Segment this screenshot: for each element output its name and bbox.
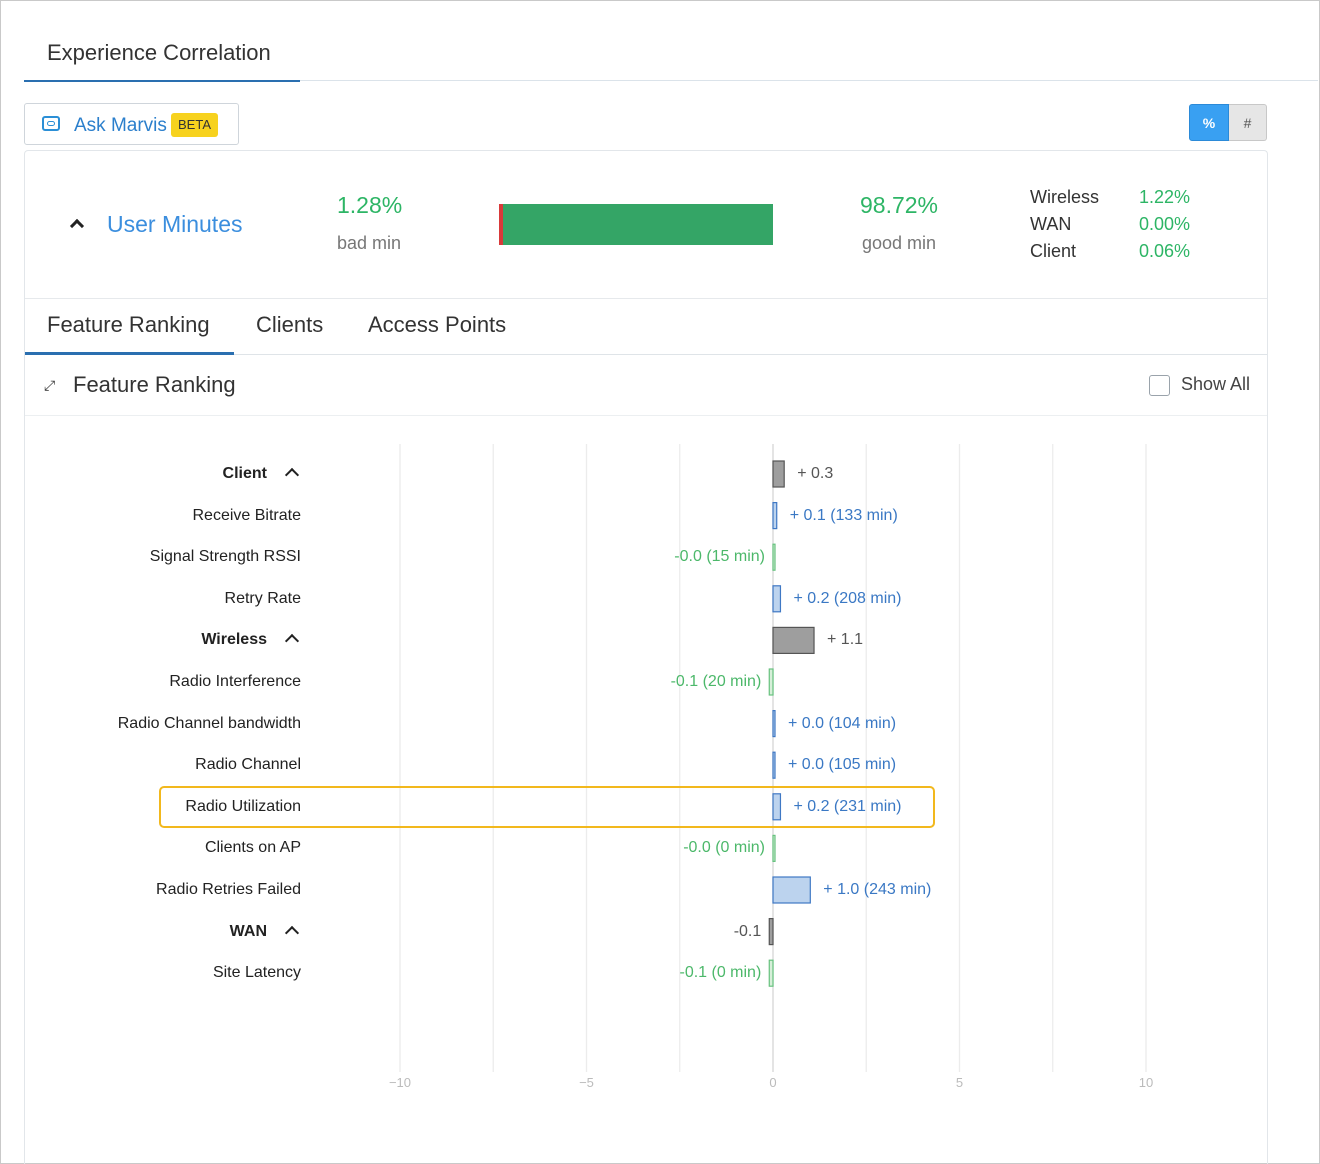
sle-panel (24, 150, 1268, 1164)
group-label[interactable]: WAN (229, 922, 267, 940)
metric-label[interactable]: User Minutes (107, 211, 243, 237)
bar[interactable] (772, 793, 782, 821)
breakdown-label-wireless: Wireless (1030, 187, 1100, 207)
feature-label: Site Latency (212, 964, 301, 982)
breakdown-label-wan: WAN (1030, 214, 1072, 234)
bar[interactable] (772, 876, 811, 904)
bad-label: bad min (337, 233, 402, 253)
x-tick-label: −10 (388, 1075, 412, 1090)
bar-value-label: + 1.1 (827, 631, 864, 649)
feature-ranking-title: Feature Ranking (73, 372, 236, 397)
breakdown-value-wan: 0.00% (1139, 214, 1191, 234)
bar[interactable] (772, 543, 776, 571)
tab-access-points[interactable]: Access Points (368, 312, 507, 337)
expand-icon[interactable]: ⤢ (44, 377, 56, 393)
bar-value-label: + 0.2 (231 min) (793, 797, 902, 815)
feature-label: Retry Rate (224, 589, 301, 607)
section-rule (25, 415, 1267, 416)
bar-value-label: -0.1 (0 min) (679, 964, 762, 982)
bar[interactable] (768, 668, 774, 696)
bar[interactable] (772, 751, 776, 779)
bar-value-label: + 0.3 (797, 465, 834, 482)
bar-value-label: -0.1 (20 min) (670, 673, 762, 690)
bar-value-label: -0.0 (0 min) (683, 839, 765, 857)
title-rule (300, 80, 1318, 81)
panel-divider (25, 298, 1267, 299)
feature-label: Radio Utilization (185, 797, 301, 815)
tab-clients[interactable]: Clients (256, 312, 324, 337)
bar[interactable] (768, 959, 774, 987)
tab-rule (25, 354, 1267, 355)
bar[interactable] (772, 709, 776, 738)
beta-badge: BETA (171, 113, 218, 137)
ask-marvis-button[interactable]: Ask Marvis BETA (24, 103, 239, 145)
ask-marvis-label: Ask Marvis (74, 115, 167, 136)
x-tick-label: −5 (579, 1075, 594, 1090)
bad-percent: 1.28% (337, 192, 403, 218)
percent-toggle-button[interactable]: % (1189, 104, 1229, 141)
sle-bar-good (499, 204, 773, 245)
active-tab-underline (25, 352, 234, 355)
x-tick-label: 10 (1138, 1075, 1154, 1090)
good-percent: 98.72% (860, 192, 939, 218)
bar-value-label: + 0.0 (104 min) (788, 714, 897, 732)
unit-toggle: % # (1189, 104, 1267, 141)
feature-label: Clients on AP (204, 839, 301, 857)
good-label: good min (862, 233, 937, 253)
bar-value-label: + 0.1 (133 min) (789, 506, 898, 524)
group-label[interactable]: Wireless (201, 631, 267, 649)
bar-value-label: -0.0 (15 min) (674, 548, 765, 566)
count-toggle-button[interactable]: # (1229, 104, 1267, 141)
feature-label: Radio Interference (169, 673, 301, 690)
tab-feature-ranking[interactable]: Feature Ranking (47, 312, 210, 337)
x-tick-label: 0 (769, 1075, 777, 1090)
breakdown-value-client: 0.06% (1139, 241, 1191, 261)
feature-label: Radio Channel bandwidth (117, 714, 301, 732)
breakdown-value-wireless: 1.22% (1139, 187, 1191, 207)
x-tick-label: 5 (955, 1075, 964, 1090)
title-underline (24, 80, 300, 82)
bar[interactable] (772, 585, 782, 613)
show-all-label[interactable]: Show All (1181, 374, 1251, 394)
feature-label: Radio Channel (195, 756, 301, 774)
bar-value-label: + 0.2 (208 min) (793, 589, 902, 607)
highlight-box (159, 786, 935, 828)
bar[interactable] (772, 460, 785, 488)
group-label[interactable]: Client (222, 465, 267, 482)
feature-label: Signal Strength RSSI (149, 548, 301, 566)
feature-label: Radio Retries Failed (156, 881, 301, 898)
marvis-chat-icon (42, 116, 60, 131)
bar[interactable] (772, 502, 778, 530)
show-all-checkbox[interactable] (1149, 375, 1170, 396)
page-title: Experience Correlation (47, 40, 271, 65)
bar-value-label: + 0.0 (105 min) (788, 756, 897, 774)
bar-value-label: -0.1 (733, 922, 762, 940)
bar[interactable] (768, 917, 774, 946)
feature-label: Receive Bitrate (192, 506, 302, 524)
bar[interactable] (772, 834, 776, 863)
bar-value-label: + 1.0 (243 min) (823, 881, 932, 898)
breakdown-label-client: Client (1030, 241, 1077, 261)
sle-bar-bad (499, 204, 503, 245)
bar[interactable] (772, 626, 815, 655)
